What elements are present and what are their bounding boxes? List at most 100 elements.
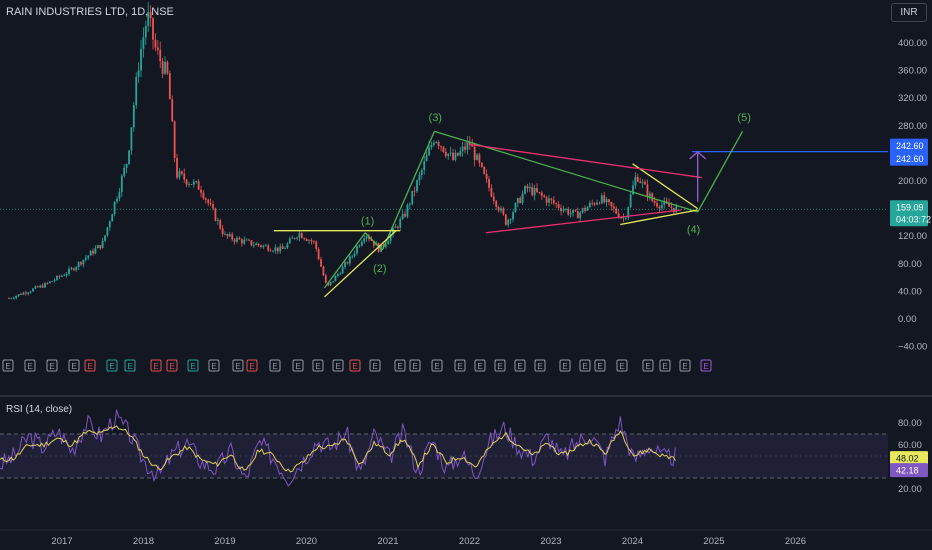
candle-body xyxy=(552,200,555,204)
candle-body xyxy=(569,213,572,215)
candle-body xyxy=(672,207,675,213)
candle-body xyxy=(579,212,582,219)
candle-body xyxy=(440,146,442,147)
candle-body xyxy=(142,37,145,49)
candle-body xyxy=(620,217,622,219)
candle-body xyxy=(351,255,354,257)
candle-body xyxy=(432,142,435,145)
wave-label: (4) xyxy=(687,224,700,236)
candle-body xyxy=(274,247,277,251)
candle-body xyxy=(353,253,356,256)
event-marker xyxy=(514,359,526,372)
candle-body xyxy=(574,210,577,212)
candle-body xyxy=(507,219,510,225)
candle-body xyxy=(118,191,121,199)
candle-body xyxy=(447,153,450,157)
candle-body xyxy=(128,150,130,164)
candle-body xyxy=(108,221,111,228)
event-marker-label: E xyxy=(272,362,277,371)
event-marker-label: E xyxy=(619,362,624,371)
candle-body xyxy=(399,219,402,228)
candle-body xyxy=(334,275,337,282)
candle-body xyxy=(75,267,78,271)
event-marker-label: E xyxy=(457,362,462,371)
candle-body xyxy=(286,243,289,249)
candle-body xyxy=(46,283,49,284)
rsi-axis-tick-label: 80.00 xyxy=(898,418,922,429)
candle-body xyxy=(396,226,399,228)
candle-body xyxy=(226,234,229,237)
candle-body xyxy=(147,11,150,27)
rsi-ma-last-tag-bg xyxy=(890,463,928,478)
candle-body xyxy=(10,298,13,300)
candle-body xyxy=(243,239,246,244)
candle-body xyxy=(51,281,54,282)
candle-body xyxy=(56,275,58,280)
candle-body xyxy=(250,240,253,246)
event-marker xyxy=(659,359,671,372)
candle-body xyxy=(144,26,147,38)
candle-body xyxy=(387,241,390,245)
event-marker xyxy=(166,359,178,372)
candle-body xyxy=(459,151,462,156)
candle-body xyxy=(572,210,574,214)
target-price-tag-2: 242.60 xyxy=(896,154,924,164)
candle-body xyxy=(420,170,423,175)
event-marker-label: E xyxy=(597,362,602,371)
time-axis-tick-label: 2017 xyxy=(51,536,72,547)
candle-body xyxy=(588,202,591,208)
event-marker-label: E xyxy=(87,362,92,371)
price-axis-tick-label: 120.00 xyxy=(898,231,927,242)
candle-body xyxy=(183,173,186,180)
candle-body xyxy=(154,39,157,48)
support-trendline xyxy=(323,230,397,298)
candle-body xyxy=(39,285,42,288)
event-marker-label: E xyxy=(335,362,340,371)
candle-body xyxy=(60,275,63,277)
event-marker xyxy=(232,359,244,372)
candle-body xyxy=(276,247,279,252)
event-marker-label: E xyxy=(249,362,254,371)
candle-body xyxy=(24,292,27,294)
candle-body xyxy=(476,154,478,161)
candle-body xyxy=(617,213,620,218)
event-marker xyxy=(349,359,361,372)
currency-button[interactable]: INR xyxy=(891,3,927,22)
candle-body xyxy=(209,203,212,205)
price-axis-tick-label: 80.00 xyxy=(898,259,922,270)
candle-body xyxy=(416,180,418,192)
candle-body xyxy=(22,292,25,295)
candle-body xyxy=(449,152,452,154)
time-axis-tick-label: 2024 xyxy=(622,536,643,547)
price-axis-tick-label: 0.00 xyxy=(898,314,917,325)
candle-body xyxy=(221,228,224,235)
candle-body xyxy=(156,47,159,50)
event-marker xyxy=(409,359,421,372)
candle-body xyxy=(356,246,358,254)
candle-body xyxy=(291,237,294,239)
candle-body xyxy=(192,181,195,185)
event-marker-label: E xyxy=(434,362,439,371)
event-marker-label: E xyxy=(537,362,542,371)
candle-body xyxy=(228,234,231,237)
candle-body xyxy=(468,141,471,146)
event-marker xyxy=(559,359,571,372)
candle-body xyxy=(456,152,459,156)
candle-body xyxy=(401,213,404,220)
candle-body xyxy=(224,234,226,235)
candle-body xyxy=(15,295,18,299)
target-price-tag: 242.60 xyxy=(896,141,924,151)
candle-body xyxy=(41,285,44,288)
price-axis-tick-label: 320.00 xyxy=(898,93,927,104)
candle-body xyxy=(632,185,634,195)
price-axis-tick-label: 280.00 xyxy=(898,121,927,132)
candle-body xyxy=(464,146,466,150)
candle-body xyxy=(159,49,162,62)
candle-body xyxy=(113,201,116,215)
target-price-tag-bg xyxy=(890,138,928,153)
candle-body xyxy=(70,268,73,270)
triangle-upper-line xyxy=(632,163,699,210)
candle-body xyxy=(171,99,174,122)
